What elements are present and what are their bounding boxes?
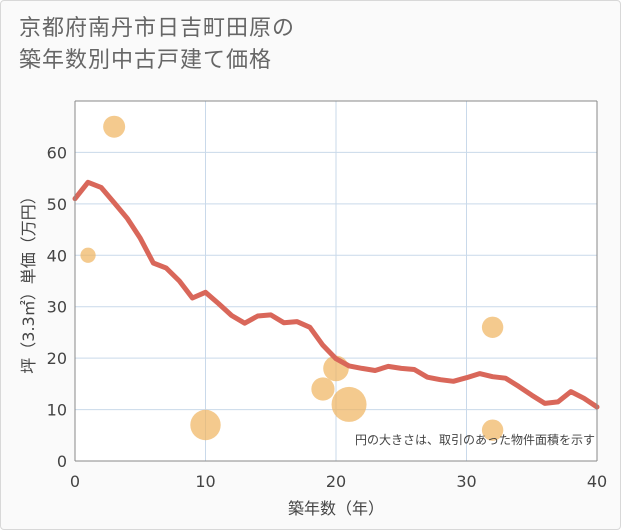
chart-title: 京都府南丹市日吉町田原の 築年数別中古戸建て価格 bbox=[19, 13, 295, 77]
bubble-point-5 bbox=[331, 386, 367, 422]
y-tick-label-20: 20 bbox=[47, 349, 67, 368]
y-tick-label-50: 50 bbox=[47, 195, 67, 214]
x-tick-label-40: 40 bbox=[587, 472, 607, 491]
x-tick-label-10: 10 bbox=[195, 472, 215, 491]
y-tick-label-0: 0 bbox=[57, 452, 67, 471]
price-line bbox=[72, 179, 600, 410]
bubble-point-7 bbox=[481, 419, 504, 441]
bubble-point-0 bbox=[80, 247, 96, 263]
y-tick-label-30: 30 bbox=[47, 298, 67, 317]
price-line-series bbox=[72, 179, 600, 410]
chart-title-line1: 京都府南丹市日吉町田原の bbox=[19, 16, 296, 41]
bubble-size-note: 円の大きさは、取引のあった物件面積を示す bbox=[355, 432, 595, 447]
x-tick-label-20: 20 bbox=[326, 472, 346, 491]
tick-labels: 0 10 20 30 40 50 60 0 10 20 30 40 bbox=[47, 143, 608, 491]
bubble-point-1 bbox=[103, 115, 126, 138]
y-tick-label-60: 60 bbox=[47, 143, 67, 162]
y-tick-label-10: 10 bbox=[47, 401, 67, 420]
bubble-point-6 bbox=[481, 316, 504, 338]
y-axis-label: 坪（3.3㎡）単価（万円） bbox=[19, 188, 38, 373]
x-axis-label: 築年数（年） bbox=[288, 499, 384, 518]
x-tick-label-30: 30 bbox=[456, 472, 476, 491]
x-tick-label-0: 0 bbox=[70, 472, 80, 491]
axes bbox=[74, 100, 598, 462]
bubble-point-3 bbox=[311, 377, 335, 401]
chart-title-line2: 築年数別中古戸建て価格 bbox=[19, 48, 273, 73]
bubble-point-2 bbox=[190, 409, 221, 441]
y-tick-label-40: 40 bbox=[47, 246, 67, 265]
